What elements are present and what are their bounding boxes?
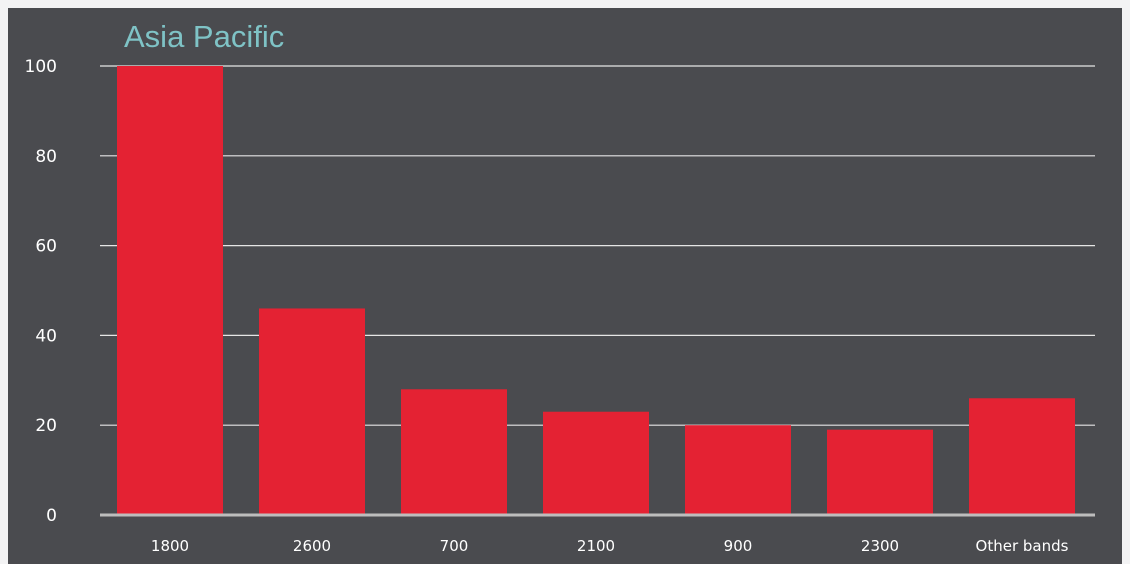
x-tick-label: 2300 [861,537,899,555]
y-tick-label: 40 [35,326,57,346]
x-tick-label: 900 [724,537,753,555]
bar-other-bands [969,398,1075,515]
y-tick-label: 100 [25,57,57,77]
x-tick-label: 700 [440,537,469,555]
bars [117,66,1075,515]
x-tick-label: 2100 [577,537,615,555]
chart-title: Asia Pacific [124,19,284,54]
axes: 0 20 40 60 80 100 1800 2600 700 2100 900 2300 Other … [25,57,1095,555]
y-tick-label: 0 [46,506,57,526]
x-tick-label: 2600 [293,537,331,555]
bar-2300 [827,429,933,515]
y-tick-label: 60 [35,237,57,257]
bar-1800 [117,66,223,515]
y-tick-label: 20 [35,416,57,436]
x-tick-label: 1800 [151,537,189,555]
bar-700 [401,389,507,515]
bar-2100 [543,411,649,515]
x-tick-label: Other bands [976,537,1069,555]
y-tick-label: 80 [35,147,57,167]
bar-2600 [259,308,365,515]
bar-900 [685,425,791,515]
